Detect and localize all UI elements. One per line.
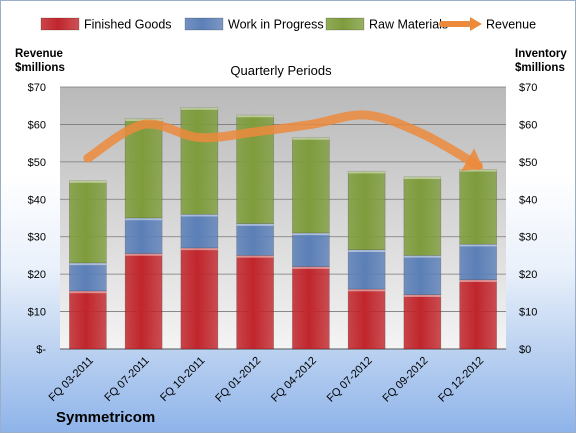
bar-highlight [459, 169, 497, 172]
bar-raw-materials [459, 169, 497, 245]
bar-highlight [459, 279, 497, 282]
bar-highlight [180, 214, 218, 217]
y-tick-label-right: $20 [519, 269, 537, 281]
legend-swatch-finished-goods [40, 17, 80, 31]
y-tick-label-right: $60 [519, 119, 537, 131]
bar-raw-materials [124, 118, 163, 219]
bar-finished-goods [292, 266, 330, 350]
legend-label-finished-goods: Finished Goods [84, 18, 172, 32]
bar-raw-materials [69, 180, 107, 264]
y-tick-label-left: $50 [28, 157, 46, 169]
legend-label-raw-materials: Raw Materials [369, 18, 448, 32]
bar-highlight [236, 223, 274, 226]
bar-raw-materials [347, 170, 386, 251]
bar-raw-materials [180, 107, 219, 215]
y-tick-label-left: $30 [28, 232, 46, 244]
bar-highlight [125, 218, 163, 221]
x-tick-label: FQ 12-2012 [436, 355, 486, 405]
x-tick-label: FQ 04-2012 [269, 355, 319, 405]
y-tick-label-left: $- [36, 344, 46, 356]
bar-finished-goods [236, 255, 274, 350]
chart-title: Quarterly Periods [230, 63, 332, 78]
bar-highlight [348, 249, 386, 253]
bar-highlight [236, 255, 274, 258]
bar-work-in-progress [69, 262, 107, 292]
bar-highlight [403, 294, 441, 297]
left-axis-title-line1: Revenue [15, 48, 63, 60]
left-axis-title-line2: $millions [15, 62, 65, 74]
bar-highlight [348, 289, 386, 292]
bar-finished-goods [459, 279, 497, 350]
x-tick-label: FQ 10-2011 [158, 355, 207, 404]
legend-label-work-in-progress: Work in Progress [228, 18, 324, 32]
bar-work-in-progress [459, 243, 497, 281]
y-tick-label-left: $20 [28, 269, 46, 281]
bar-highlight [292, 266, 330, 269]
bar-highlight [69, 262, 107, 266]
bar-finished-goods [403, 294, 442, 350]
bar-raw-materials [403, 176, 442, 256]
y-tick-label-left: $10 [28, 307, 46, 319]
bar-highlight [403, 176, 441, 180]
bar-work-in-progress [236, 223, 274, 256]
legend-swatch-work-in-progress [184, 17, 224, 31]
legend: Finished Goods Work in Progress Raw Materi… [40, 17, 536, 32]
y-tick-label-right: $50 [519, 157, 537, 169]
x-tick-label: FQ 09-2012 [381, 355, 431, 405]
bar-highlight [69, 180, 107, 183]
bar-finished-goods [180, 247, 219, 350]
bar-highlight [348, 171, 386, 174]
y-tick-label-right: $10 [519, 307, 537, 319]
bar-highlight [180, 247, 218, 251]
y-tick-label-right: $70 [519, 82, 537, 94]
bar-highlight [180, 107, 218, 110]
y-tick-label-left: $70 [28, 82, 46, 94]
bar-work-in-progress [403, 255, 442, 296]
bar-highlight [236, 115, 274, 118]
bar-raw-materials [292, 137, 330, 234]
revenue-line [83, 110, 483, 171]
revenue-arrowhead [461, 148, 484, 171]
y-tick-label-right: $0 [519, 344, 531, 356]
bar-finished-goods [124, 253, 163, 350]
bar-work-in-progress [124, 217, 163, 254]
bar-work-in-progress [347, 249, 386, 290]
bar-highlight [292, 232, 330, 236]
legend-arrow-icon [470, 17, 482, 31]
bar-finished-goods [347, 288, 386, 350]
bar-work-in-progress [180, 213, 219, 249]
y-tick-label-left: $60 [28, 119, 46, 131]
x-tick-label: FQ 01-2012 [213, 355, 263, 405]
y-tick-label-right: $40 [519, 194, 537, 206]
bar-work-in-progress [292, 232, 330, 267]
x-tick-label: FQ 03-2011 [47, 355, 96, 404]
x-tick-label: FQ 07-2012 [325, 355, 375, 405]
right-axis-title-line1: Inventory [515, 48, 567, 60]
bar-finished-goods [69, 290, 107, 350]
legend-label-revenue: Revenue [486, 18, 536, 32]
y-tick-label-left: $40 [28, 194, 46, 206]
x-tick-label: FQ 07-2011 [102, 355, 151, 404]
bar-highlight [292, 137, 330, 140]
bar-highlight [69, 290, 107, 294]
bar-highlight [125, 253, 163, 256]
right-axis-title-line2: $millions [515, 62, 565, 74]
company-name: Symmetricom [56, 409, 155, 426]
bar-highlight [459, 244, 497, 247]
y-tick-label-right: $30 [519, 232, 537, 244]
legend-swatch-raw-materials [325, 17, 365, 31]
bar-highlight [403, 255, 441, 258]
plot-area: $- $0 $10 $10 $20 $20 $30 $30 $40 $40 $50 $50 $60 $60… [28, 82, 538, 405]
